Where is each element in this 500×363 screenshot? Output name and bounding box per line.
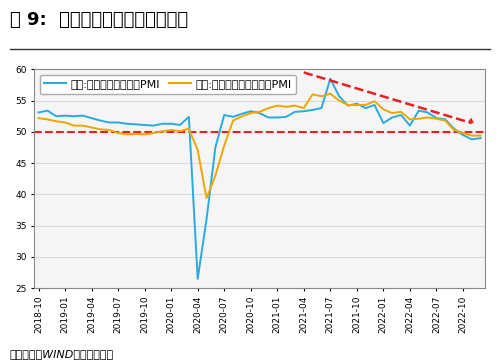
Legend: 全球:摩根大通全球综合PMI, 全球:摩根大通全球制造业PMI: 全球:摩根大通全球综合PMI, 全球:摩根大通全球制造业PMI [40,75,296,94]
Text: 资料来源：WIND，财信研究院: 资料来源：WIND，财信研究院 [10,349,114,359]
Text: 图 9:  摩根大通全球经济景气指数: 图 9: 摩根大通全球经济景气指数 [10,11,188,29]
